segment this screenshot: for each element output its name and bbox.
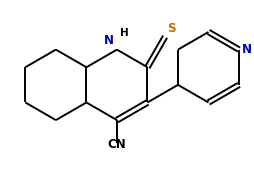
Text: N: N <box>241 43 251 56</box>
Text: S: S <box>167 22 175 35</box>
Text: H: H <box>120 28 129 38</box>
Text: N: N <box>104 34 114 47</box>
Text: CN: CN <box>107 138 126 151</box>
